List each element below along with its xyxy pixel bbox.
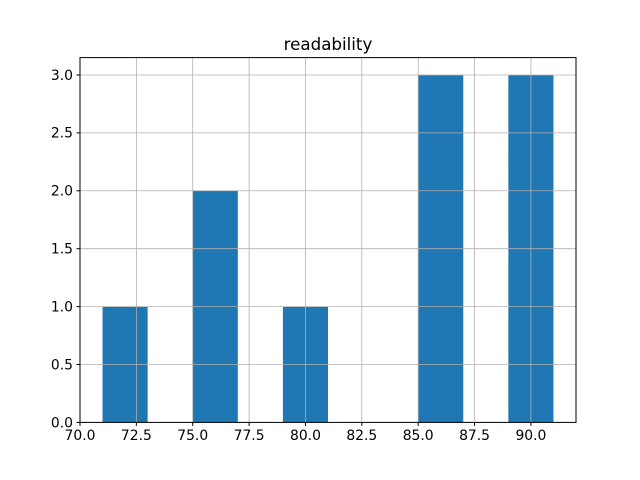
y-tick-label: 0.5 bbox=[51, 357, 73, 373]
x-tick-label: 80.0 bbox=[290, 428, 321, 444]
y-tick-label: 0.0 bbox=[51, 415, 73, 431]
x-tick-label: 90.0 bbox=[515, 428, 546, 444]
x-tick-label: 72.5 bbox=[121, 428, 152, 444]
y-tick-label: 1.5 bbox=[51, 242, 73, 258]
y-tick-label: 2.0 bbox=[51, 184, 73, 200]
labels-layer: 70.0 72.5 75.0 77.5 80.0 82.5 85.0 87.5 90.0 0.0 0… bbox=[51, 68, 546, 444]
chart-title: readability bbox=[284, 34, 373, 54]
y-tick-label: 1.0 bbox=[51, 299, 73, 315]
x-tick-label: 85.0 bbox=[403, 428, 434, 444]
y-tick-label: 2.5 bbox=[51, 126, 73, 142]
x-tick-label: 70.0 bbox=[65, 428, 96, 444]
x-tick-label: 82.5 bbox=[346, 428, 377, 444]
axes-layer bbox=[79, 57, 577, 423]
plot-border bbox=[79, 57, 577, 423]
x-tick-label: 77.5 bbox=[234, 428, 265, 444]
ticks-layer bbox=[76, 74, 532, 426]
y-tick-label: 3.0 bbox=[51, 68, 73, 84]
x-tick-label: 75.0 bbox=[177, 428, 208, 444]
x-tick-label: 87.5 bbox=[459, 428, 490, 444]
